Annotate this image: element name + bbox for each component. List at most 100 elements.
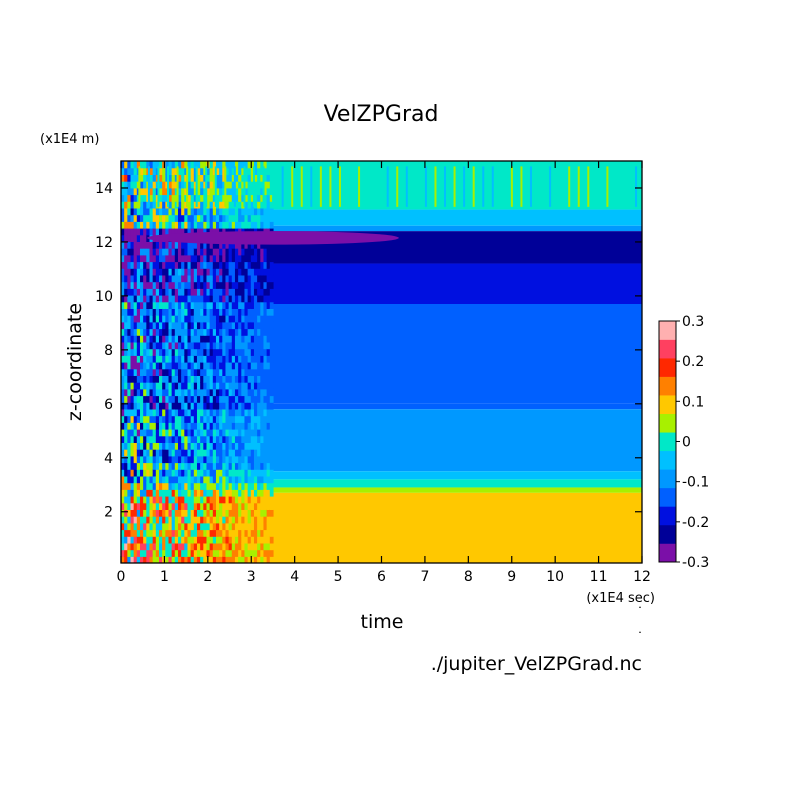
transient-cell xyxy=(190,315,195,323)
transient-cell xyxy=(244,395,249,403)
transient-cell xyxy=(200,328,204,336)
transient-cell xyxy=(219,502,223,510)
transient-cell xyxy=(219,181,223,189)
transient-cell xyxy=(136,221,141,229)
transient-cell xyxy=(121,281,125,289)
transient-cell xyxy=(257,348,261,356)
transient-cell xyxy=(247,207,252,216)
transient-cell xyxy=(177,509,182,517)
transient-cell xyxy=(155,442,160,450)
transient-cell xyxy=(187,254,192,263)
transient-cell xyxy=(143,248,147,256)
transient-cell xyxy=(149,348,154,356)
transient-cell xyxy=(269,536,274,544)
upper-streak xyxy=(596,166,599,207)
transient-cell xyxy=(238,542,242,551)
transient-cell xyxy=(212,261,217,269)
transient-cell xyxy=(187,375,192,383)
transient-cell xyxy=(184,161,189,169)
transient-cell xyxy=(165,435,170,443)
transient-cell xyxy=(124,221,128,229)
transient-cell xyxy=(234,174,239,182)
transient-cell xyxy=(152,261,157,269)
transient-cell xyxy=(247,254,252,263)
transient-cell xyxy=(139,335,144,343)
transient-cell xyxy=(149,201,154,209)
transient-cell xyxy=(149,161,154,169)
transient-cell xyxy=(206,308,211,316)
transient-cell xyxy=(203,335,208,343)
transient-cell xyxy=(250,516,255,524)
transient-cell xyxy=(143,288,147,296)
transient-cell xyxy=(222,348,227,356)
transient-cell xyxy=(244,496,249,504)
transient-cell xyxy=(184,549,189,557)
transient-cell xyxy=(238,502,242,510)
x-axis: 0 1 2 3 4 5 6 7 8 9 10 11 12 xyxy=(117,161,651,585)
transient-cell xyxy=(158,509,163,517)
transient-cell xyxy=(133,268,138,276)
transient-cell xyxy=(177,435,182,443)
transient-cell xyxy=(250,395,255,403)
transient-cell xyxy=(241,308,246,316)
transient-cell xyxy=(225,362,230,370)
transient-cell xyxy=(193,509,198,517)
transient-cell xyxy=(171,522,176,531)
transient-cell xyxy=(253,415,258,423)
transient-cell xyxy=(196,502,201,510)
transient-cell xyxy=(149,181,154,189)
transient-cell xyxy=(247,462,252,470)
transient-cell xyxy=(133,254,138,263)
transient-cell xyxy=(124,556,128,563)
transient-cell xyxy=(269,328,274,336)
transient-cell xyxy=(253,308,258,316)
upper-streak xyxy=(539,166,542,207)
transient-cell xyxy=(155,388,160,397)
transient-cell xyxy=(174,442,179,450)
transient-cell xyxy=(244,388,249,397)
transient-cell xyxy=(260,388,265,397)
transient-cell xyxy=(228,388,233,397)
transient-cell xyxy=(193,449,198,457)
transient-cell xyxy=(225,475,230,484)
transient-cell xyxy=(257,536,261,544)
transient-cell xyxy=(127,402,132,410)
transient-cell xyxy=(238,509,242,517)
transient-cell xyxy=(200,274,204,283)
transient-cell xyxy=(139,442,144,450)
transient-cell xyxy=(171,207,176,216)
transient-cell xyxy=(231,167,236,175)
transient-cell xyxy=(184,408,189,417)
transient-cell xyxy=(241,455,246,464)
transient-cell xyxy=(168,194,173,202)
transient-cell xyxy=(168,268,173,276)
transient-cell xyxy=(168,489,173,497)
transient-cell xyxy=(130,408,135,417)
transient-cell xyxy=(212,254,217,263)
transient-cell xyxy=(212,348,217,356)
transient-cell xyxy=(247,549,252,557)
transient-cell xyxy=(200,161,204,169)
transient-cell xyxy=(136,308,141,316)
transient-cell xyxy=(269,455,274,464)
transient-cell xyxy=(238,274,242,283)
transient-cell xyxy=(181,181,185,189)
transient-cell xyxy=(121,335,125,343)
transient-cell xyxy=(244,482,249,490)
transient-cell xyxy=(209,194,214,202)
transient-cell xyxy=(187,509,192,517)
transient-cell xyxy=(241,509,246,517)
transient-cell xyxy=(231,415,236,423)
transient-cell xyxy=(203,221,208,229)
transient-cell xyxy=(155,469,160,477)
transient-cell xyxy=(143,469,147,477)
transient-cell xyxy=(174,207,179,216)
transient-cell xyxy=(244,516,249,524)
upper-streak xyxy=(205,166,208,207)
transient-cell xyxy=(136,475,141,484)
transient-cell xyxy=(158,388,163,397)
transient-cell xyxy=(187,395,192,403)
transient-cell xyxy=(174,335,179,343)
transient-cell xyxy=(168,469,173,477)
transient-cell xyxy=(190,529,195,537)
